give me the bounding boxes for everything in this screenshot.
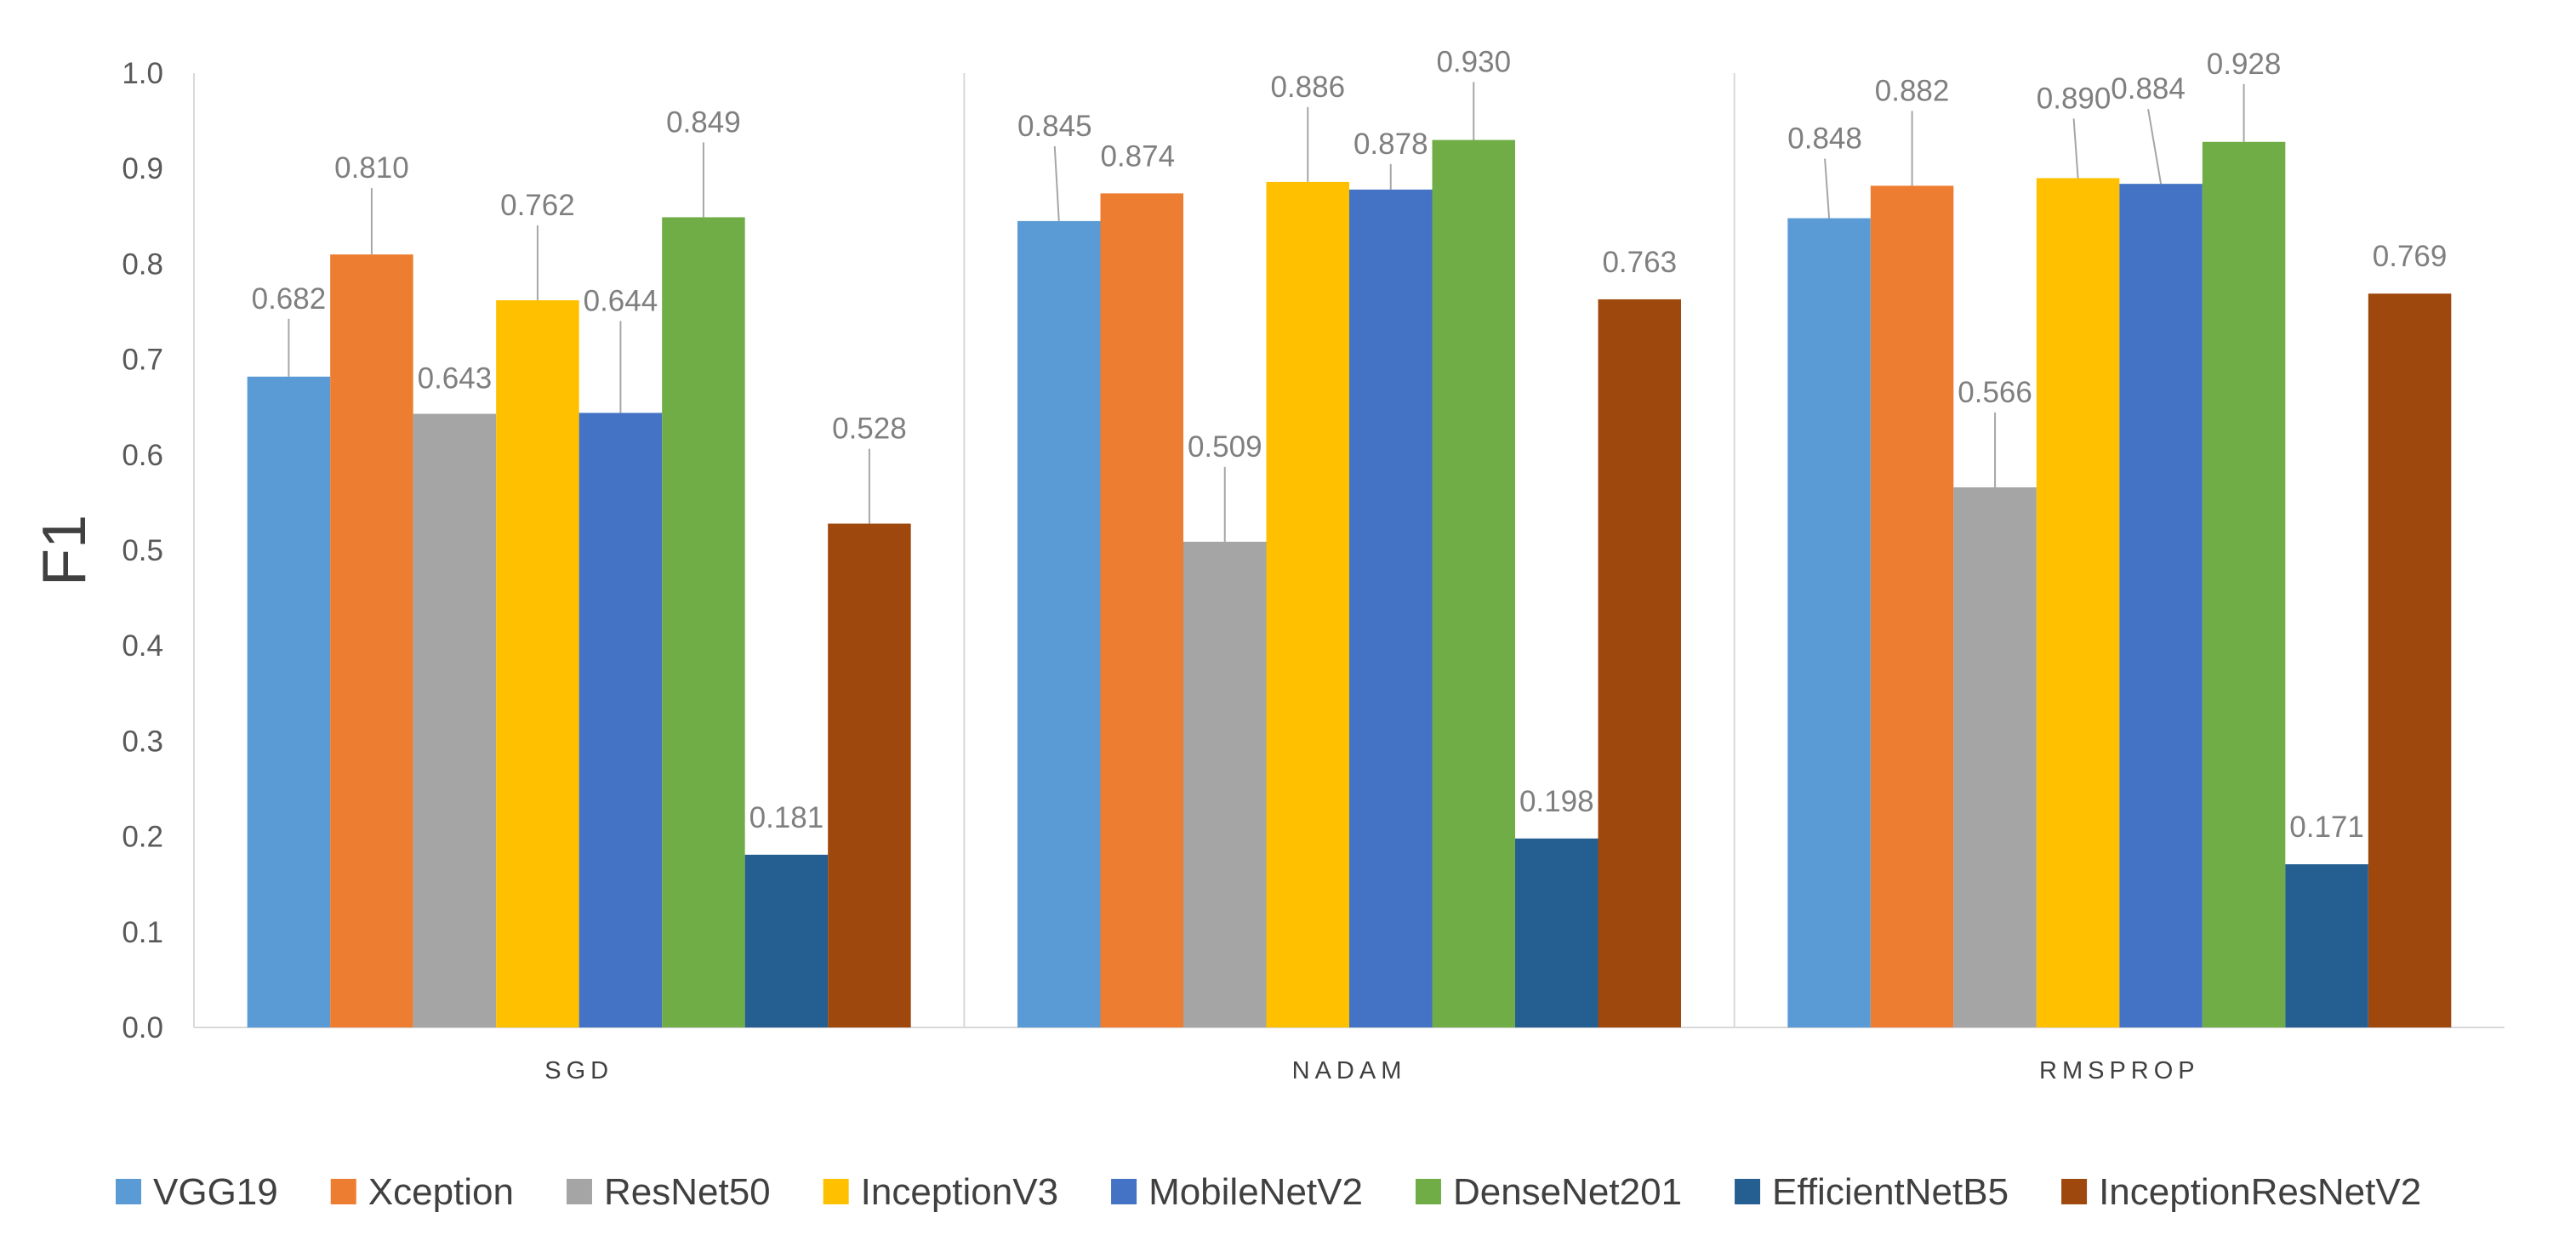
legend-swatch xyxy=(2061,1179,2088,1204)
legend-swatch xyxy=(1415,1179,1441,1204)
bar-vgg19-sgd xyxy=(247,376,331,1027)
data-label-leader xyxy=(2072,118,2079,179)
data-label: 0.682 xyxy=(252,282,327,316)
data-label: 0.848 xyxy=(1787,122,1862,156)
bar-inceptionresnetv2-sgd xyxy=(828,523,911,1027)
data-label: 0.928 xyxy=(2207,48,2282,81)
data-label: 0.769 xyxy=(2373,240,2448,273)
bar-xception-sgd xyxy=(330,254,413,1027)
data-label: 0.566 xyxy=(1958,376,2032,409)
chart-bars xyxy=(247,139,2452,1028)
bar-densenet201-sgd xyxy=(662,217,745,1027)
chart-label-leaders xyxy=(288,82,2245,542)
legend-entry: ResNet50 xyxy=(604,1171,771,1213)
chart-axes: 0.0 0.1 0.2 0.3 0.4 0.5 0.6 0.7 0.8 0.9 1.0 SGD NADA… xyxy=(122,57,2505,1084)
y-tick-label: 0.9 xyxy=(122,152,163,185)
bar-resnet50-nadam xyxy=(1183,541,1267,1027)
bar-inceptionresnetv2-rmsprop xyxy=(2368,293,2452,1027)
chart-legend: VGG19 Xception ResNet50 InceptionV3 MobileNe… xyxy=(116,1171,2421,1213)
bar-mobilenetv2-rmsprop xyxy=(2119,184,2203,1028)
bar-mobilenetv2-sgd xyxy=(578,413,663,1027)
y-tick-label: 1.0 xyxy=(122,57,163,90)
y-tick-label: 0.6 xyxy=(122,439,163,472)
data-label-leader xyxy=(1053,145,1060,221)
data-label: 0.890 xyxy=(2037,82,2112,115)
legend-entry: InceptionResNetV2 xyxy=(2099,1171,2421,1213)
data-label: 0.882 xyxy=(1875,74,1950,107)
data-label: 0.509 xyxy=(1188,430,1262,464)
y-tick-label: 0.2 xyxy=(122,821,163,854)
data-label: 0.644 xyxy=(584,284,658,317)
legend-entry: Xception xyxy=(368,1171,514,1213)
y-axis-label: F1 xyxy=(31,515,99,586)
data-label: 0.171 xyxy=(2289,811,2364,844)
data-label: 0.763 xyxy=(1602,246,1677,279)
bar-inceptionv3-sgd xyxy=(496,300,579,1027)
y-tick-label: 0.3 xyxy=(122,725,163,758)
bar-inceptionresnetv2-nadam xyxy=(1598,299,1681,1027)
data-label: 0.849 xyxy=(666,105,741,139)
data-label: 0.528 xyxy=(832,413,907,446)
bar-xception-nadam xyxy=(1100,193,1183,1027)
legend-entry: VGG19 xyxy=(153,1171,278,1213)
data-label: 0.878 xyxy=(1354,128,1428,161)
y-tick-label: 0.1 xyxy=(122,916,163,949)
bar-densenet201-rmsprop xyxy=(2202,141,2286,1028)
x-category-label: SGD xyxy=(544,1057,613,1084)
data-label-leader xyxy=(2147,108,2163,185)
bar-resnet50-sgd xyxy=(413,413,497,1028)
data-label: 0.198 xyxy=(1519,785,1594,818)
data-label: 0.181 xyxy=(749,801,824,834)
data-label-leader xyxy=(1824,158,1831,219)
bar-efficientnetb5-rmsprop xyxy=(2285,864,2368,1027)
y-tick-label: 0.4 xyxy=(122,629,163,663)
legend-swatch xyxy=(823,1179,849,1204)
legend-entry: MobileNetV2 xyxy=(1148,1171,1363,1213)
bar-mobilenetv2-nadam xyxy=(1349,189,1433,1027)
data-label: 0.845 xyxy=(1017,110,1092,143)
data-label: 0.886 xyxy=(1270,71,1345,104)
x-category-label: NADAM xyxy=(1292,1057,1407,1084)
legend-swatch xyxy=(566,1179,592,1204)
legend-entry: DenseNet201 xyxy=(1453,1171,1682,1213)
data-label: 0.810 xyxy=(334,151,409,185)
bar-efficientnetb5-nadam xyxy=(1515,838,1599,1027)
legend-entry: EfficientNetB5 xyxy=(1772,1171,2009,1213)
bar-inceptionv3-rmsprop xyxy=(2036,178,2120,1028)
legend-swatch xyxy=(330,1179,356,1204)
data-label: 0.884 xyxy=(2111,72,2186,105)
bar-inceptionv3-nadam xyxy=(1266,181,1349,1027)
legend-swatch xyxy=(1735,1179,1761,1204)
legend-swatch xyxy=(1111,1179,1137,1204)
y-tick-label: 0.0 xyxy=(122,1011,163,1044)
y-tick-label: 0.5 xyxy=(122,534,163,567)
legend-entry: InceptionV3 xyxy=(861,1171,1058,1213)
data-label: 0.874 xyxy=(1100,139,1175,173)
data-label: 0.762 xyxy=(500,189,575,222)
x-category-label: RMSPROP xyxy=(2039,1057,2200,1084)
bar-xception-rmsprop xyxy=(1870,185,1954,1027)
bar-vgg19-nadam xyxy=(1017,220,1101,1027)
data-label: 0.930 xyxy=(1436,46,1511,79)
bar-densenet201-nadam xyxy=(1432,139,1515,1027)
y-tick-label: 0.7 xyxy=(122,344,163,377)
data-label: 0.643 xyxy=(418,362,493,396)
y-tick-label: 0.8 xyxy=(122,248,163,281)
legend-swatch xyxy=(116,1179,141,1204)
chart-data-labels: 0.682 0.845 0.848 0.810 0.874 0.882 0.643 0.509… xyxy=(252,46,2448,845)
bar-efficientnetb5-sgd xyxy=(744,854,829,1027)
bar-vgg19-rmsprop xyxy=(1787,218,1871,1027)
bar-resnet50-rmsprop xyxy=(1953,487,2037,1027)
